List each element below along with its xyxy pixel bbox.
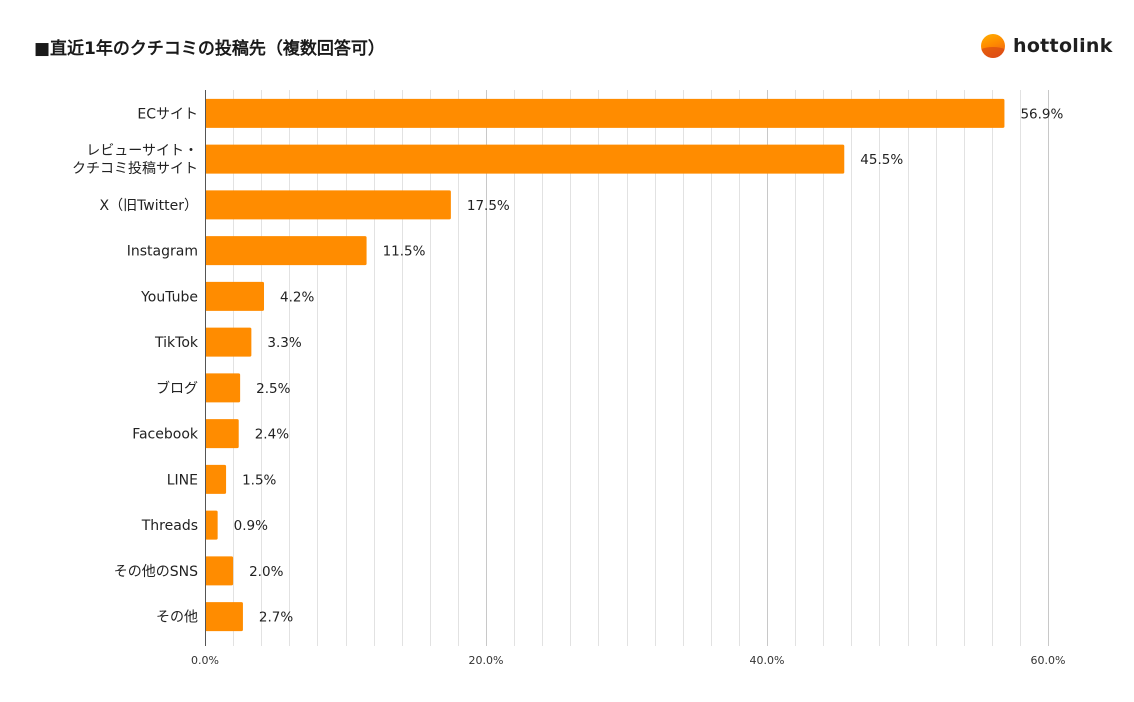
category-label: クチコミ投稿サイト: [72, 161, 198, 177]
bar: [205, 144, 845, 174]
bar: [205, 98, 1005, 128]
bar: [205, 373, 241, 403]
data-label: 2.7%: [259, 610, 293, 626]
bar: [205, 556, 234, 586]
category-label: その他: [156, 610, 198, 626]
category-label: レビューサイト・: [86, 143, 198, 159]
x-tick-label: 60.0%: [1031, 654, 1066, 667]
bar: [205, 327, 252, 357]
category-label: その他のSNS: [114, 564, 198, 580]
data-label: 0.9%: [234, 518, 268, 534]
data-label: 2.4%: [255, 427, 289, 443]
chart-title: ■直近1年のクチコミの投稿先（複数回答可）: [34, 39, 385, 59]
bar: [205, 236, 367, 266]
data-label: 11.5%: [383, 244, 426, 260]
data-label: 3.3%: [267, 335, 301, 351]
data-label: 4.2%: [280, 289, 314, 305]
bar: [205, 419, 239, 449]
x-tick-label: 20.0%: [469, 654, 504, 667]
data-label: 1.5%: [242, 472, 276, 488]
bar: [205, 510, 218, 540]
data-label: 2.5%: [256, 381, 290, 397]
category-label: ブログ: [156, 380, 198, 397]
logo-text: hottolink: [1013, 35, 1113, 57]
data-label: 45.5%: [860, 152, 903, 168]
category-label: TikTok: [154, 335, 199, 351]
labels: 56.9% ECサイト 45.5% レビューサイト・クチコミ投稿サイト 17.5% X（旧…: [72, 106, 1065, 667]
data-label: 2.0%: [249, 564, 283, 580]
category-label: Threads: [141, 518, 198, 534]
bar: [205, 464, 227, 494]
category-label: Facebook: [132, 427, 199, 443]
bar: [205, 190, 451, 220]
data-label: 56.9%: [1020, 106, 1063, 122]
brand-logo: hottolink: [981, 32, 1113, 60]
category-label: LINE: [167, 472, 198, 488]
category-label: Instagram: [127, 244, 198, 260]
category-label: X（旧Twitter）: [99, 198, 198, 214]
grid-lines: [233, 90, 1049, 646]
bar: [205, 602, 243, 632]
category-label: YouTube: [140, 289, 198, 305]
x-tick-label: 40.0%: [750, 654, 785, 667]
data-label: 17.5%: [467, 198, 510, 214]
category-label: ECサイト: [137, 106, 198, 122]
logo-icon: [981, 34, 1005, 58]
x-tick-label: 0.0%: [191, 654, 219, 667]
bar: [205, 281, 265, 311]
bars: [205, 98, 1005, 632]
